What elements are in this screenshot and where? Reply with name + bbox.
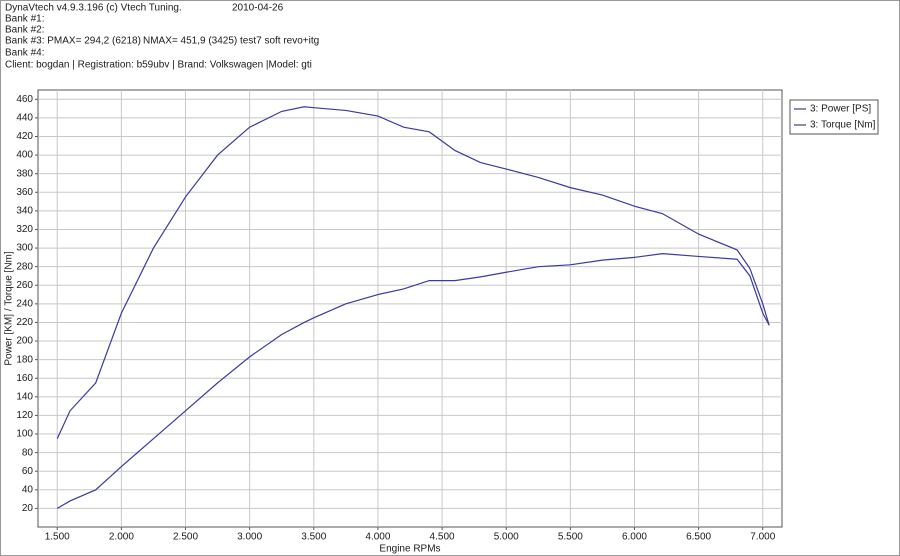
y-tick-label: 280 (16, 261, 33, 272)
x-tick-label: 4.500 (430, 532, 455, 543)
y-tick-label: 200 (16, 336, 33, 347)
header-text: DynaVtech v4.9.3.196 (c) Vtech Tuning. (5, 3, 182, 14)
x-tick-label: 3.500 (301, 532, 326, 543)
y-tick-label: 420 (16, 131, 33, 142)
data-line (56, 253, 770, 509)
y-tick-label: 360 (16, 187, 33, 198)
header-text: NMAX= 451,9 (3425) (143, 36, 237, 47)
y-tick-label: 300 (16, 243, 33, 254)
y-tick-label: 260 (16, 280, 33, 291)
y-tick-label: 120 (16, 410, 33, 421)
y-tick-label: 340 (16, 206, 33, 217)
header-text: 2010-04-26 (232, 3, 284, 14)
y-tick-label: 20 (22, 503, 34, 514)
y-tick-label: 60 (22, 466, 34, 477)
x-axis-label: Engine RPMs (379, 544, 440, 555)
x-tick-label: 2.000 (109, 532, 134, 543)
y-tick-label: 440 (16, 113, 33, 124)
x-tick-label: 3.000 (237, 532, 262, 543)
legend-box (789, 99, 879, 135)
legend-label: 3: Power [PS] (810, 104, 871, 115)
y-tick-label: 460 (16, 94, 33, 105)
y-tick-label: 140 (16, 391, 33, 402)
x-tick-label: 1.500 (45, 532, 70, 543)
header-text: test7 soft revo+itg (240, 36, 319, 47)
header-text: Client: bogdan | Registration: b59ubv | … (5, 60, 312, 71)
y-tick-label: 80 (22, 447, 34, 458)
y-tick-label: 320 (16, 224, 33, 235)
y-tick-label: 160 (16, 373, 33, 384)
header-text: Bank #4: (5, 48, 44, 59)
header-text: Bank #1: (5, 14, 44, 25)
y-tick-label: 240 (16, 298, 33, 309)
y-tick-label: 180 (16, 354, 33, 365)
y-tick-label: 400 (16, 150, 33, 161)
y-tick-label: 220 (16, 317, 33, 328)
x-tick-label: 5.500 (558, 532, 583, 543)
data-line (56, 106, 770, 439)
y-tick-label: 100 (16, 429, 33, 440)
legend-label: 3: Torque [Nm] (810, 120, 876, 131)
header-text: Bank #2: (5, 25, 44, 36)
plot-area (37, 89, 783, 528)
x-tick-label: 6.000 (622, 532, 647, 543)
x-tick-label: 7.000 (750, 532, 775, 543)
x-tick-label: 2.500 (173, 532, 198, 543)
x-tick-label: 6.500 (686, 532, 711, 543)
x-tick-label: 4.000 (365, 532, 390, 543)
header-text: Bank #3: PMAX= 294,2 (6218) (5, 36, 141, 47)
x-tick-label: 5.000 (494, 532, 519, 543)
y-tick-label: 380 (16, 168, 33, 179)
y-axis-label: Power [KM] / Torque [Nm] (4, 251, 15, 366)
y-tick-label: 40 (22, 484, 34, 495)
